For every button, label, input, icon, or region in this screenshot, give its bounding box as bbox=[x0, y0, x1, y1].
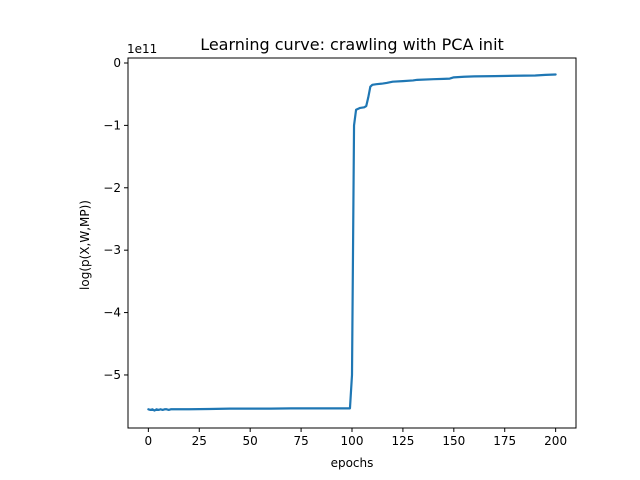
y-tick-label: −4 bbox=[103, 306, 121, 320]
y-offset-label: 1e11 bbox=[127, 42, 157, 56]
y-axis-label: log(p(X,W,MP)) bbox=[78, 200, 92, 290]
plot-frame bbox=[127, 57, 577, 429]
x-tick-label: 0 bbox=[145, 434, 153, 448]
x-tick-label: 100 bbox=[341, 434, 364, 448]
x-tick-label: 175 bbox=[493, 434, 516, 448]
y-tick-label: −3 bbox=[103, 243, 121, 257]
series-line-0 bbox=[147, 73, 557, 412]
x-axis: 0 25 50 75 100 125 150 175 200 bbox=[145, 428, 567, 448]
y-tick-label: −2 bbox=[103, 181, 121, 195]
x-tick-label: 125 bbox=[391, 434, 414, 448]
y-tick-label: 0 bbox=[113, 56, 121, 70]
x-axis-label: epochs bbox=[331, 456, 374, 470]
x-tick-label: 75 bbox=[293, 434, 308, 448]
y-tick-label: −5 bbox=[103, 368, 121, 382]
chart-title: Learning curve: crawling with PCA init bbox=[200, 35, 504, 54]
plot-area bbox=[147, 73, 557, 412]
x-tick-label: 150 bbox=[442, 434, 465, 448]
x-tick-label: 50 bbox=[243, 434, 258, 448]
x-tick-label: 25 bbox=[192, 434, 207, 448]
x-tick-label: 200 bbox=[544, 434, 567, 448]
y-tick-label: −1 bbox=[103, 118, 121, 132]
y-axis: 0 −1 −2 −3 −4 −5 bbox=[103, 56, 128, 382]
